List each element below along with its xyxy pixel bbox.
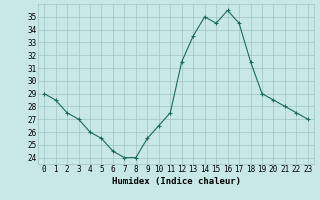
X-axis label: Humidex (Indice chaleur): Humidex (Indice chaleur) [111,177,241,186]
